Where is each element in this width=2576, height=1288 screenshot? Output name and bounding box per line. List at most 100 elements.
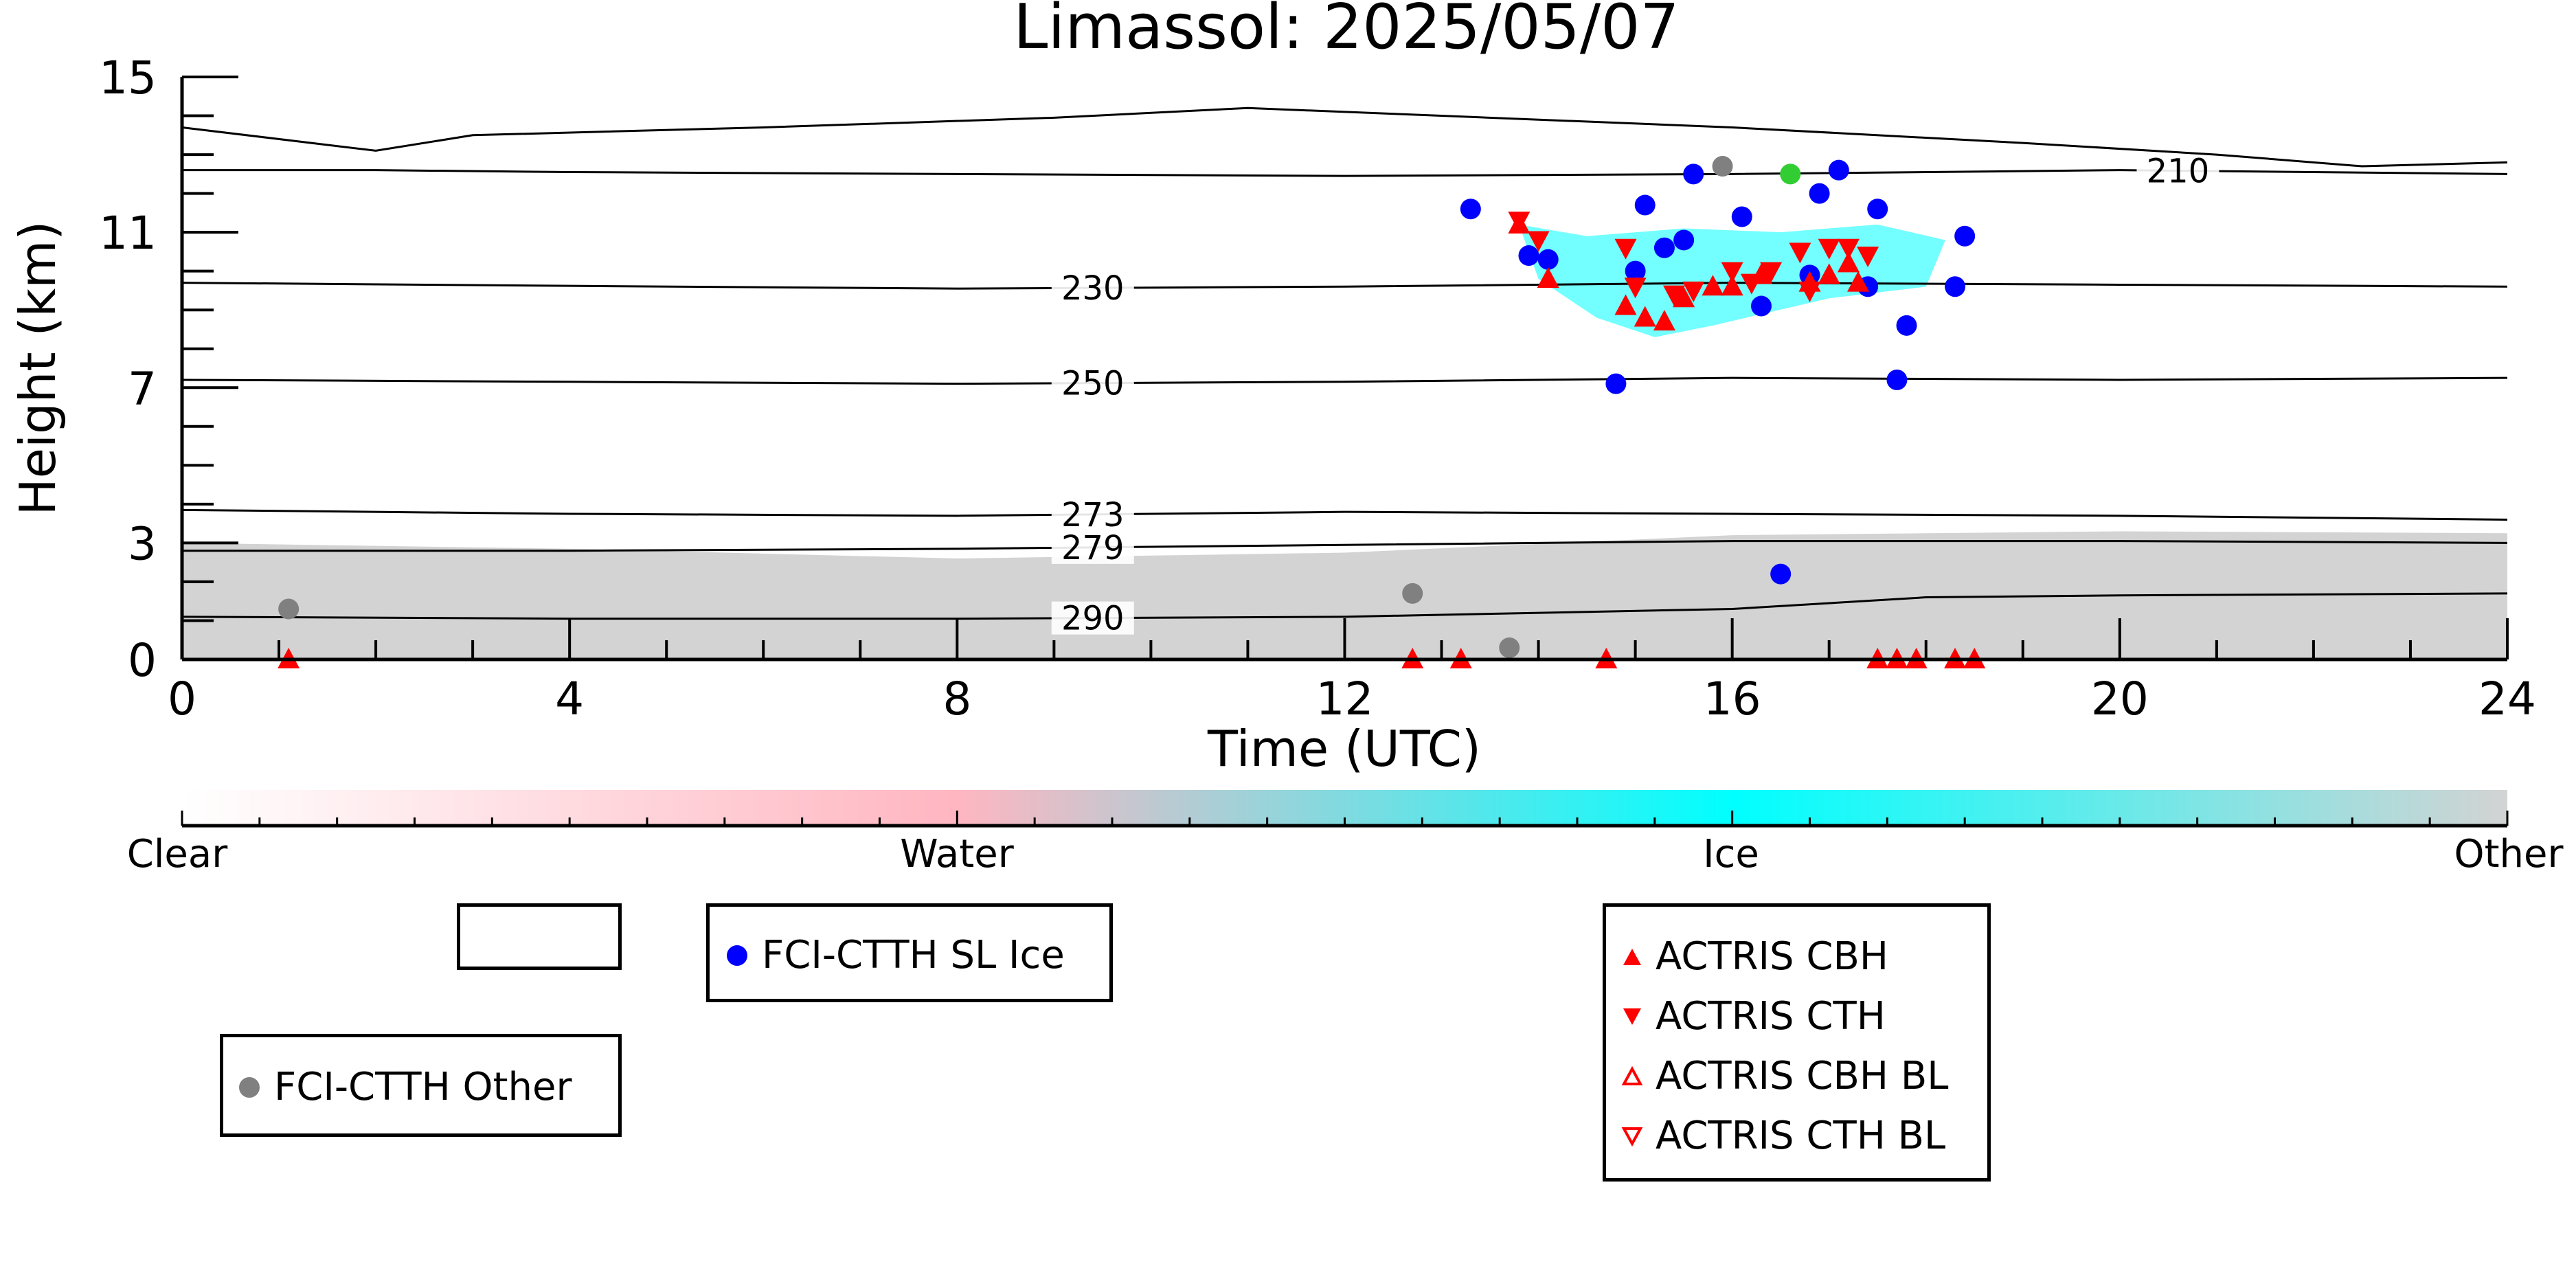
data-markers	[278, 156, 1986, 668]
colorbar-ticks	[181, 811, 2509, 826]
x-tick-label-24: 24	[2478, 673, 2536, 725]
contour-label-273: 273	[1061, 496, 1125, 534]
chart-title: Limassol: 2025/05/07	[1013, 0, 1679, 63]
legend-item-actris-cbh: ACTRIS CBH	[1621, 934, 1888, 979]
marker-s0-3	[1605, 373, 1627, 394]
marker-s3-10	[1818, 263, 1840, 284]
legend-blank-box	[457, 903, 622, 970]
contour-tropopause-upper	[181, 106, 2508, 168]
legend-label-other: FCI-CTTH Other	[274, 1065, 572, 1109]
marker-s1-3	[1712, 156, 1733, 177]
contour-label-bg	[1051, 271, 1134, 305]
legend-item-actris-cth: ACTRIS CTH	[1621, 994, 1886, 1039]
colorbar-label-ice: Ice	[1703, 832, 1759, 877]
colorbar-label-water: Water	[900, 832, 1015, 877]
legend-label-actris-cbh: ACTRIS CBH	[1656, 934, 1889, 979]
marker-s0-20	[1954, 225, 1976, 247]
legend-actris: ACTRIS CBH ACTRIS CTH ACTRIS CBH BL ACTR…	[1603, 903, 1991, 1182]
marker-s4-3	[1624, 278, 1647, 299]
x-tick-label-0: 0	[168, 673, 196, 725]
axis-ticks: 0 4 8 12 16 20 24 0 3 7 11 15	[99, 52, 2536, 725]
contour-label-290: 290	[1061, 600, 1125, 638]
y-tick-label-3: 3	[128, 517, 157, 570]
marker-s0-1	[1518, 245, 1539, 267]
x-tick-label-16: 16	[1704, 673, 1761, 725]
marker-s3-11	[1837, 251, 1860, 273]
boundary-layer-other-region	[182, 531, 2507, 659]
triangle-up-open-icon	[1621, 1065, 1643, 1085]
legend-item-actris-cth-bl: ACTRIS CTH BL	[1621, 1114, 1945, 1158]
legend-item-sl-ice: FCI-CTTH SL Ice	[725, 933, 1065, 978]
marker-s3-3	[1634, 306, 1656, 327]
contour-label-250: 250	[1061, 365, 1125, 403]
x-tick-label-4: 4	[555, 673, 584, 725]
y-tick-label-0: 0	[128, 634, 157, 687]
y-tick-label-11: 11	[99, 207, 157, 260]
x-tick-label-8: 8	[942, 673, 971, 725]
marker-s0-16	[1867, 199, 1888, 220]
contour-290	[181, 592, 2508, 620]
contour-279	[182, 540, 2508, 552]
marker-s0-8	[1683, 163, 1704, 185]
x-tick-label-20: 20	[2091, 673, 2149, 725]
marker-s4-0	[1508, 212, 1530, 233]
marker-s0-11	[1770, 563, 1792, 585]
marker-s1-1	[1402, 583, 1423, 604]
marker-s4-1	[1527, 231, 1550, 252]
x-tick-label-12: 12	[1316, 673, 1374, 725]
triangle-down-open-icon	[1621, 1127, 1643, 1146]
legend-item-other: FCI-CTTH Other	[237, 1065, 572, 1109]
contour-230	[181, 282, 2508, 290]
contour-250	[181, 376, 2508, 385]
marker-s0-18	[1896, 315, 1917, 336]
marker-s3-6	[1702, 275, 1724, 296]
marker-s0-0	[1460, 199, 1481, 220]
marker-s0-10	[1750, 295, 1772, 317]
legend-label-actris-cth-bl: ACTRIS CTH BL	[1656, 1114, 1946, 1158]
marker-s0-19	[1945, 276, 1966, 297]
triangle-up-filled-icon	[1623, 948, 1641, 965]
contour-210	[182, 169, 2508, 177]
marker-s3-2	[1614, 294, 1637, 315]
marker-s0-13	[1809, 183, 1830, 204]
marker-s4-7	[1740, 273, 1763, 295]
legend-other: FCI-CTTH Other	[220, 1034, 622, 1137]
marker-s4-8	[1760, 262, 1783, 283]
legend-label-sl-ice: FCI-CTTH SL Ice	[762, 933, 1065, 978]
marker-s4-11	[1818, 238, 1840, 260]
marker-s4-6	[1721, 262, 1743, 283]
marker-s3-12	[1847, 271, 1870, 292]
gray-circle-marker-icon	[239, 1076, 260, 1098]
marker-s0-14	[1828, 159, 1849, 181]
legend-label-actris-cth: ACTRIS CTH	[1656, 994, 1886, 1039]
marker-s0-17	[1886, 369, 1908, 390]
colorbar-label-other: Other	[2454, 832, 2564, 877]
marker-s3-4	[1653, 310, 1675, 331]
contour-label-bg	[1051, 366, 1134, 400]
colorbar: Clear Water Ice Other	[127, 790, 2564, 877]
marker-s4-4	[1663, 285, 1686, 306]
y-tick-label-7: 7	[128, 362, 157, 415]
marker-s0-4	[1625, 260, 1646, 282]
colorbar-label-clear: Clear	[127, 832, 228, 877]
marker-s0-2	[1537, 249, 1559, 270]
y-tick-label-15: 15	[99, 52, 157, 104]
marker-s1-0	[278, 598, 300, 620]
contour-273	[181, 508, 2508, 521]
marker-s0-5	[1634, 194, 1656, 216]
marker-s4-10	[1798, 281, 1821, 302]
triangle-down-filled-icon	[1623, 1008, 1641, 1025]
marker-s3-7	[1721, 275, 1743, 296]
blue-circle-marker-icon	[727, 945, 747, 966]
contour-label-bg	[2136, 154, 2219, 188]
marker-s3-5	[1673, 286, 1695, 308]
marker-s4-13	[1857, 247, 1879, 268]
marker-s0-7	[1673, 229, 1695, 251]
contour-label-bg	[1051, 497, 1134, 531]
marker-s0-9	[1731, 206, 1752, 227]
marker-s4-12	[1837, 238, 1860, 260]
x-axis-label: Time (UTC)	[1207, 720, 1481, 778]
marker-s4-5	[1682, 281, 1705, 302]
